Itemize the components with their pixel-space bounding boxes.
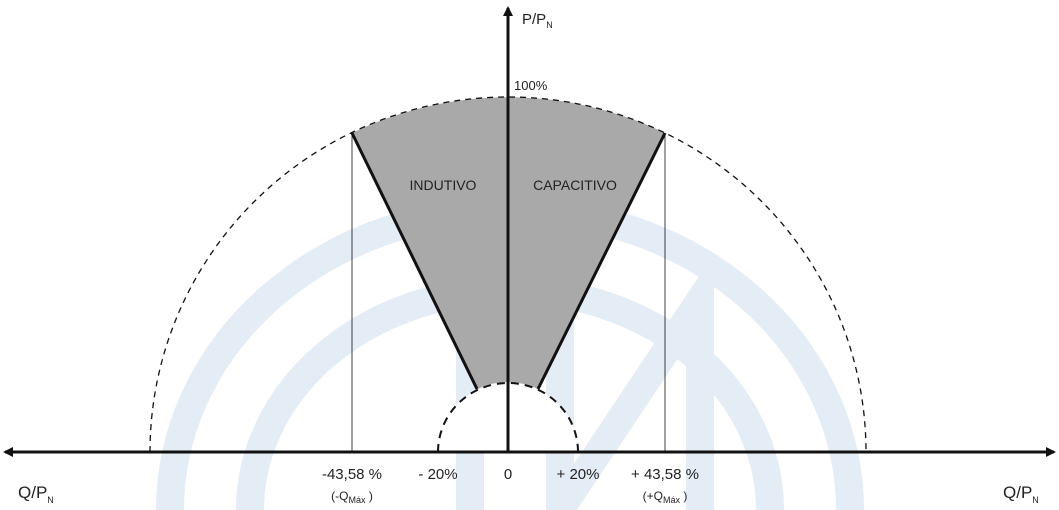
tick-label: 0: [504, 466, 512, 483]
axis-label: P/PN: [522, 11, 553, 30]
tick-note: (+QMáx ): [643, 489, 688, 505]
tick-note-part: ): [680, 489, 687, 503]
tick-note-sub: Máx: [348, 495, 366, 505]
axis-label: Q/PN: [18, 483, 54, 505]
region-label: INDUTIVO: [410, 177, 477, 193]
tick-note-sub: Máx: [663, 495, 681, 505]
tick-note-part: (+Q: [643, 489, 663, 503]
tick-note: (-QMáx ): [331, 489, 373, 505]
tick-label: + 20%: [557, 466, 600, 483]
top-label: 100%: [514, 78, 548, 93]
axis-label: Q/PN: [1003, 483, 1039, 505]
tick-note-part: ): [366, 489, 373, 503]
region-label: CAPACITIVO: [533, 177, 617, 193]
tick-label: - 20%: [418, 466, 457, 483]
limit-line: [350, 132, 479, 390]
tick-note-part: (-Q: [331, 489, 348, 503]
tick-label: -43,58 %: [322, 466, 382, 483]
tick-label: + 43,58 %: [631, 466, 699, 483]
limit-line: [536, 132, 667, 390]
